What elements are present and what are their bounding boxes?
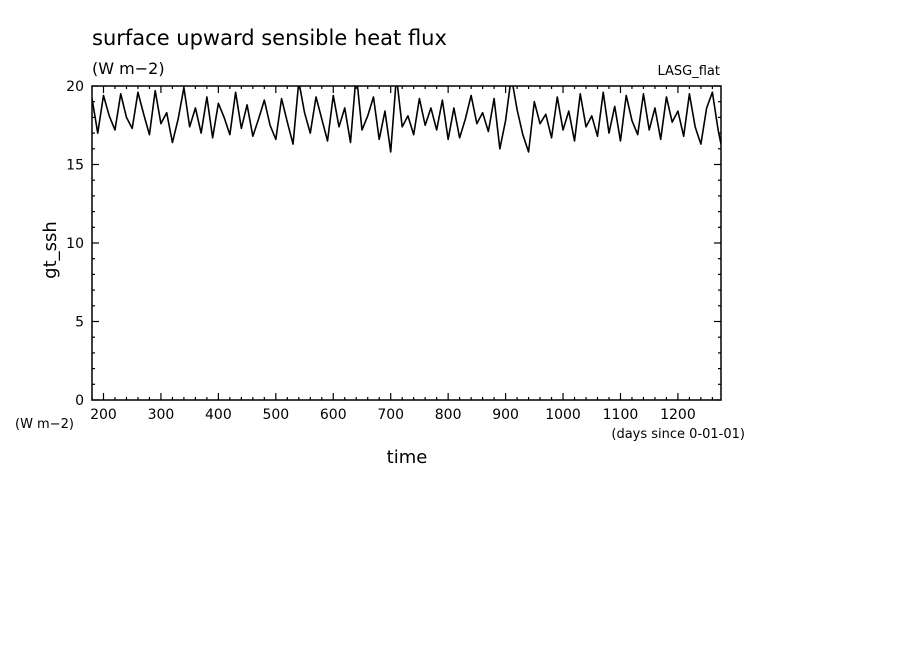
x-tick-label-500: 500 [262, 407, 289, 423]
y-tick-label-5: 5 [75, 315, 84, 331]
x-tick-label-1100: 1100 [603, 407, 639, 423]
tick-labels-layer: 200 300 400 500 600 700 800 900 1000 1100 1200 0 5 10… [66, 79, 696, 423]
y-axis-label: gt_ssh [40, 221, 61, 279]
plot-frame [91, 85, 722, 401]
chart-title: surface upward sensible heat flux [92, 26, 447, 50]
ticks-layer [91, 85, 721, 401]
x-tick-label-300: 300 [148, 407, 175, 423]
x-tick-label-1200: 1200 [660, 407, 696, 423]
x-axis-label: time [387, 447, 428, 468]
chart-subtitle: (W m−2) [92, 59, 165, 78]
y-tick-label-15: 15 [66, 158, 84, 174]
y-tick-label-10: 10 [66, 236, 84, 252]
x-tick-label-900: 900 [492, 407, 519, 423]
series-layer [92, 86, 721, 153]
y-unit-label: (W m−2) [15, 417, 74, 432]
x-tick-label-800: 800 [435, 407, 462, 423]
x-tick-label-200: 200 [90, 407, 117, 423]
y-tick-label-0: 0 [75, 393, 84, 409]
y-tick-label-20: 20 [66, 79, 84, 95]
x-unit-label: (days since 0-01-01) [611, 427, 745, 442]
series-line-0 [92, 86, 721, 153]
x-tick-label-600: 600 [320, 407, 347, 423]
x-tick-label-1000: 1000 [545, 407, 581, 423]
dataset-label: LASG_flat [657, 64, 720, 79]
x-tick-label-400: 400 [205, 407, 232, 423]
x-tick-label-700: 700 [377, 407, 404, 423]
